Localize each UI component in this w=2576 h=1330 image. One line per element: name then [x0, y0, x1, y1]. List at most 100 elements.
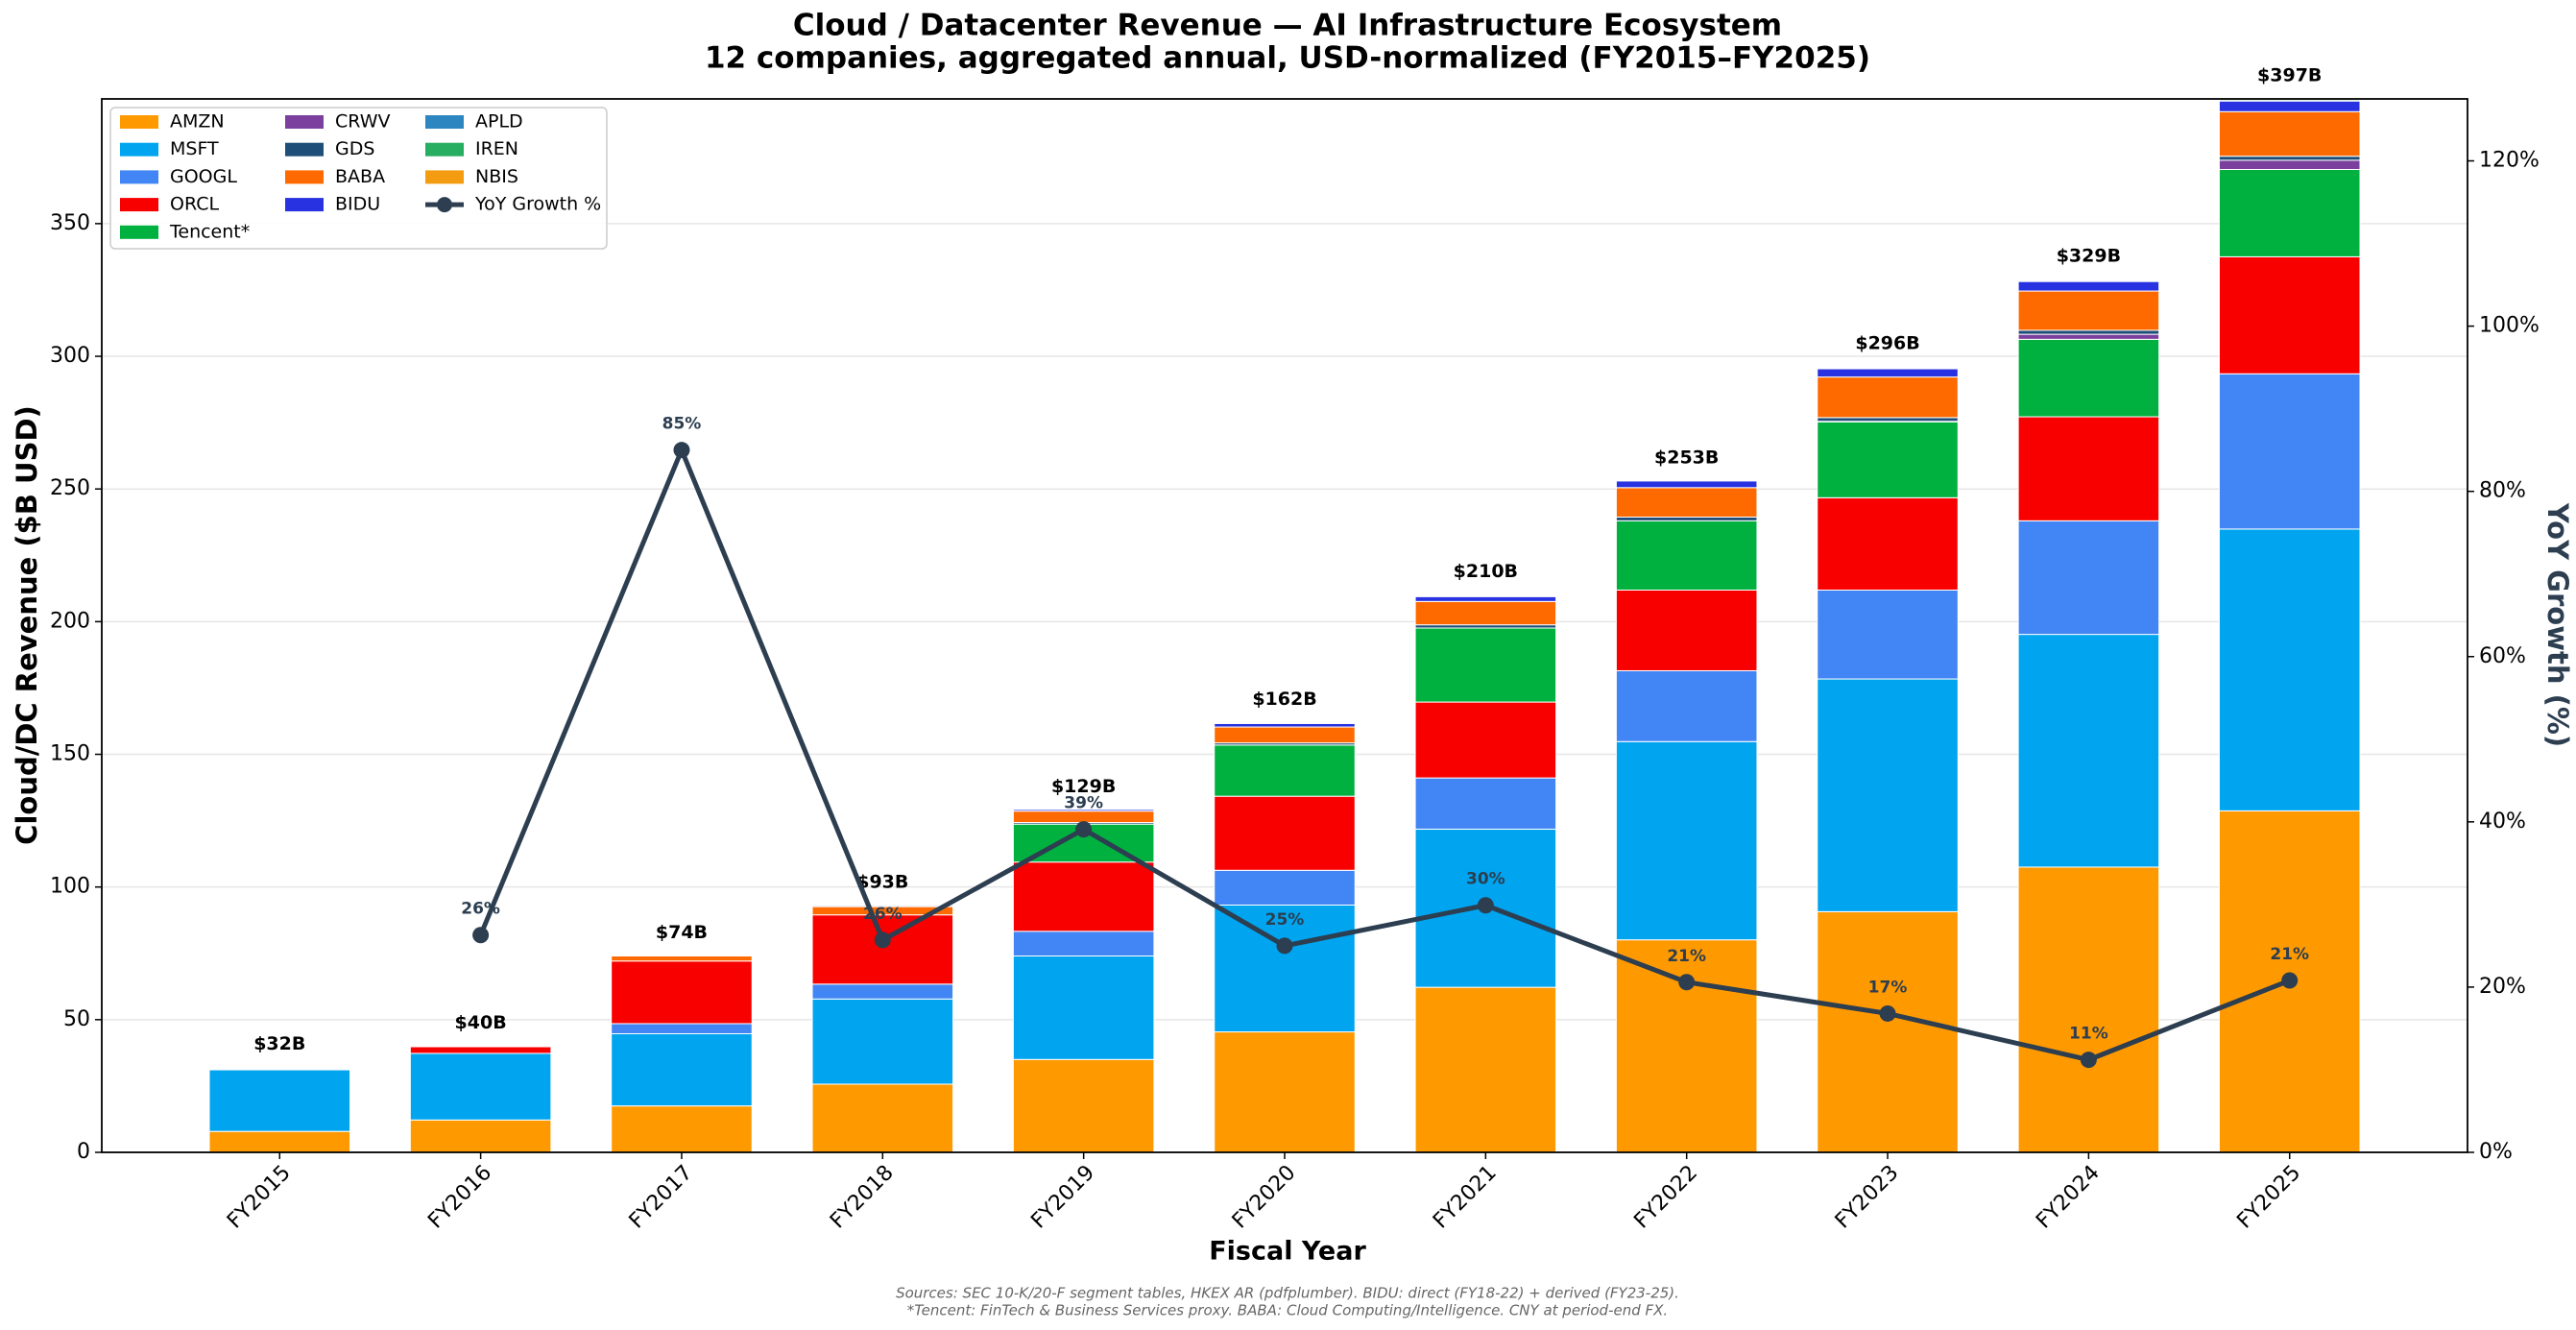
growth-point: [874, 931, 891, 949]
growth-label: 25%: [1265, 910, 1305, 930]
legend-label: GOOGL: [170, 166, 237, 187]
legend-swatch: [285, 170, 324, 184]
bar-segment: [1012, 931, 1155, 957]
bar-segment: [2218, 156, 2361, 161]
y2-tick-label: 40%: [2479, 810, 2526, 834]
bar-segment: [208, 1130, 351, 1153]
bar-segment: [811, 998, 954, 1085]
bar-segment: [1817, 678, 1959, 912]
bar-segment: [2017, 280, 2160, 292]
legend-swatch: [120, 225, 158, 239]
growth-label: 26%: [863, 905, 903, 924]
bar-segment: [1817, 417, 1959, 423]
bar-segment: [1414, 595, 1557, 602]
bar-segment: [1615, 520, 1758, 591]
legend-label: AMZN: [170, 111, 225, 133]
total-label: $32B: [253, 1033, 305, 1054]
growth-point: [1879, 1004, 1896, 1022]
legend-label: NBIS: [475, 166, 518, 187]
legend-swatch: [120, 198, 158, 212]
bar-segment: [1817, 910, 1959, 1153]
bar-segment: [1414, 986, 1557, 1153]
legend-swatch: [120, 170, 158, 184]
bar-segment: [2218, 373, 2361, 530]
total-label: $74B: [656, 922, 708, 943]
bar-segment: [1012, 809, 1155, 812]
y2-tick-label: 80%: [2479, 479, 2526, 503]
bar-segment: [2017, 416, 2160, 521]
y-tick-label: 50: [63, 1007, 90, 1031]
growth-point: [2281, 972, 2299, 989]
total-label: $210B: [1454, 561, 1518, 582]
y-axis-label: Cloud/DC Revenue ($B USD): [11, 405, 43, 845]
legend-swatch: [285, 115, 324, 129]
legend-swatch: [120, 115, 158, 129]
bar-segment: [1615, 669, 1758, 742]
growth-label: 21%: [2270, 945, 2309, 964]
bar-segment: [1012, 1058, 1155, 1153]
bar-segment: [611, 955, 753, 962]
bar-segment: [2017, 333, 2160, 340]
bar-segment: [2218, 528, 2361, 811]
growth-point: [1276, 937, 1293, 955]
growth-label: 11%: [2069, 1025, 2108, 1044]
growth-label: 21%: [1667, 947, 1706, 966]
footnote: *Tencent: FinTech & Business Services pr…: [907, 1302, 1668, 1319]
bar-segment: [1214, 904, 1356, 1033]
bar-segment: [1414, 777, 1557, 830]
growth-label: 39%: [1064, 794, 1103, 813]
legend-swatch: [425, 115, 464, 129]
y2-tick-label: 120%: [2479, 149, 2540, 173]
total-label: $296B: [1855, 333, 1919, 354]
bar-segment: [1214, 1031, 1356, 1153]
legend-box: [109, 107, 608, 250]
chart-subtitle: 12 companies, aggregated annual, USD-nor…: [705, 41, 1870, 76]
legend-swatch: [285, 142, 324, 157]
bar-segment: [1817, 496, 1959, 591]
growth-point: [2080, 1052, 2097, 1069]
legend-label: CRWV: [335, 111, 390, 133]
y-tick-label: 0: [77, 1140, 90, 1164]
growth-point: [1477, 897, 1494, 914]
legend-label: GDS: [335, 138, 374, 159]
y-tick-label: 350: [50, 211, 90, 235]
y-tick-label: 100: [50, 875, 90, 899]
growth-line: [478, 447, 2291, 1063]
bar-segment: [811, 1083, 954, 1153]
bar-segment: [2218, 169, 2361, 257]
y2-tick-label: 0%: [2479, 1140, 2513, 1164]
bar-segment: [1214, 869, 1356, 906]
bar-segment: [1414, 627, 1557, 703]
bar-segment: [2017, 338, 2160, 418]
bar-segment: [811, 905, 954, 907]
bar-segment: [1214, 726, 1356, 744]
y2-tick-label: 100%: [2479, 314, 2540, 338]
bar-segment: [1817, 376, 1959, 419]
bar-segment: [1414, 701, 1557, 779]
bar-segment: [811, 914, 954, 985]
y-tick-label: 150: [50, 742, 90, 766]
bar-segment: [1214, 744, 1356, 797]
growth-label: 30%: [1466, 870, 1505, 889]
bar-segment: [2017, 634, 2160, 868]
bar-segment: [1817, 368, 1959, 378]
bar-segment: [1214, 722, 1356, 728]
plot-frame: [101, 98, 2468, 1153]
total-label: $93B: [856, 872, 908, 893]
growth-label: 26%: [461, 900, 500, 919]
total-label: $162B: [1252, 689, 1316, 710]
legend-label: Tencent*: [169, 221, 250, 242]
bar-segment: [1012, 861, 1155, 932]
bar-segment: [2218, 110, 2361, 157]
legend-swatch: [120, 142, 158, 157]
bar-segment: [409, 1052, 552, 1121]
legend-label: BIDU: [335, 194, 380, 215]
y2-tick-label: 60%: [2479, 644, 2526, 668]
legend-label: BABA: [335, 166, 385, 187]
legend-label: APLD: [475, 111, 523, 133]
bar-segment: [1615, 480, 1758, 489]
bar-segment: [1414, 600, 1557, 626]
growth-point: [1075, 821, 1093, 838]
bar-segment: [1615, 740, 1758, 941]
